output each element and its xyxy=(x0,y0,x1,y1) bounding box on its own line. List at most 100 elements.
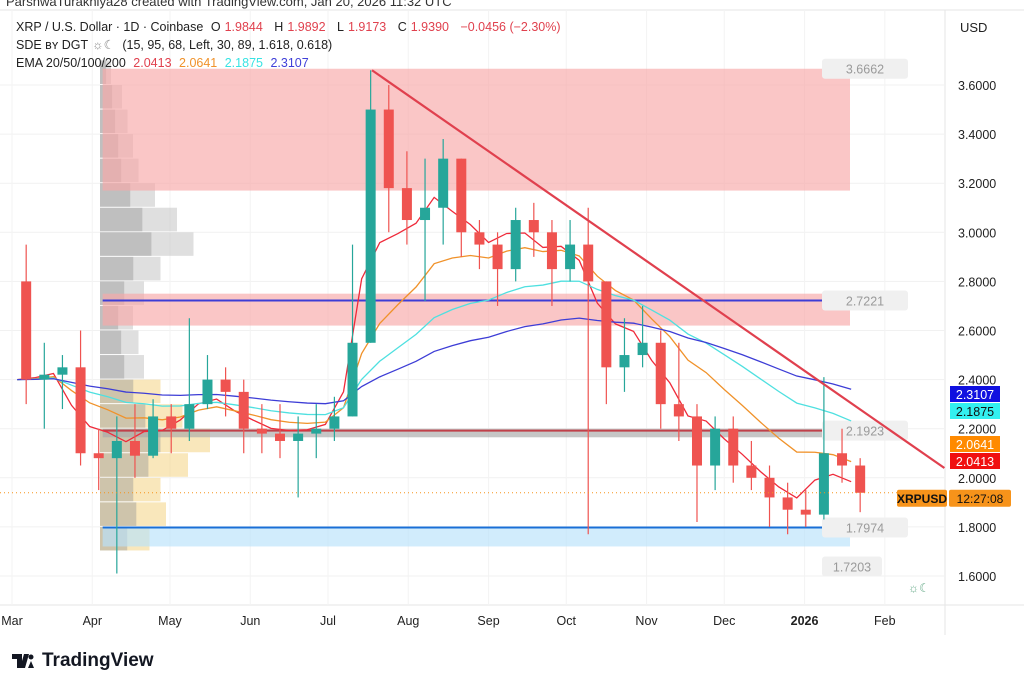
ohlc-low: L 1.9173 xyxy=(337,20,390,34)
high-label: H xyxy=(274,20,284,34)
candle xyxy=(728,416,739,483)
x-tick-label: Mar xyxy=(1,614,23,628)
candle xyxy=(383,85,394,233)
candle-body xyxy=(601,281,612,368)
candle-body xyxy=(148,416,159,456)
y-tick-label: 2.4000 xyxy=(958,374,996,388)
candle-body xyxy=(782,497,793,510)
ohlc-open: O 1.9844 xyxy=(211,20,267,34)
x-tick-label: Sep xyxy=(477,614,499,628)
symbol-label: XRPUSD xyxy=(897,492,947,506)
candle xyxy=(782,482,793,535)
candle-body xyxy=(57,367,68,375)
symbol-row: XRP / U.S. Dollar · 1D · Coinbase O 1.984… xyxy=(16,18,565,36)
ema-price-label-bg xyxy=(950,403,1000,419)
ema-price-label: 2.3107 xyxy=(956,388,994,402)
candle-body xyxy=(637,342,648,356)
ema-100-line xyxy=(17,280,852,422)
candle-body xyxy=(256,428,267,434)
candle xyxy=(583,207,594,535)
zone-support xyxy=(102,527,850,547)
candle-body xyxy=(365,109,376,343)
zone-resistance xyxy=(102,68,850,191)
candle xyxy=(39,342,50,429)
x-tick-label: Apr xyxy=(83,614,102,628)
candle-body xyxy=(855,465,866,493)
candle xyxy=(818,377,829,520)
zone-label-bg xyxy=(822,58,908,79)
candle xyxy=(293,416,304,498)
candle-body xyxy=(21,281,32,380)
volume-profile-bar xyxy=(100,404,183,428)
candle xyxy=(492,232,503,306)
candle xyxy=(510,207,521,282)
y-tick-label: 3.4000 xyxy=(958,128,996,142)
candle xyxy=(601,281,612,405)
ema50-value: 2.0641 xyxy=(179,56,218,70)
close-label: C xyxy=(397,20,407,34)
y-tick-label: 2.0000 xyxy=(958,472,996,486)
candle xyxy=(546,220,557,306)
volume-profile-bar xyxy=(100,477,161,502)
candle xyxy=(220,367,231,417)
volume-profile-bar-core xyxy=(100,330,122,355)
open-label: O xyxy=(210,20,221,34)
candle xyxy=(800,490,811,527)
candle-body xyxy=(691,416,702,466)
logo-text: TradingView xyxy=(42,650,154,671)
ema100-value: 2.1875 xyxy=(224,56,263,70)
volume-profile-bar-core xyxy=(100,502,137,526)
candle-body xyxy=(746,465,757,478)
candle-body xyxy=(456,158,467,233)
open-value: 1.9844 xyxy=(224,20,263,34)
chart-caption: ParshwaTurakhiya28 created with TradingV… xyxy=(6,0,452,9)
chart-legend: XRP / U.S. Dollar · 1D · Coinbase O 1.984… xyxy=(16,18,565,72)
ohlc-close: C 1.9390 xyxy=(398,20,453,34)
ohlc-high: H 1.9892 xyxy=(274,20,329,34)
candle xyxy=(57,355,68,410)
candle xyxy=(655,330,666,429)
candle xyxy=(111,416,122,574)
zone-resistance xyxy=(102,293,850,326)
candle-body xyxy=(93,453,104,459)
symbol-title[interactable]: XRP / U.S. Dollar · 1D · Coinbase xyxy=(16,20,204,34)
candle xyxy=(75,330,86,466)
candle xyxy=(673,342,684,441)
candle-body xyxy=(728,428,739,466)
symbol-label-bg xyxy=(897,489,947,507)
candle xyxy=(238,379,249,454)
volume-profile-bar xyxy=(100,379,161,404)
zone-label-bg xyxy=(822,556,882,577)
x-tick-label: Oct xyxy=(557,614,577,628)
currency-label[interactable]: USD xyxy=(960,20,988,35)
candle-body xyxy=(837,453,848,466)
candle-body xyxy=(492,244,503,270)
candle-body xyxy=(238,391,249,429)
volume-profile-bar-core xyxy=(100,355,125,379)
ema-price-label: 2.0641 xyxy=(956,438,994,452)
candle-body xyxy=(202,379,213,405)
countdown-label-bg xyxy=(949,489,1011,507)
volume-profile-bar xyxy=(100,232,194,256)
y-tick-label: 2.2000 xyxy=(958,423,996,437)
sde-indicator-name[interactable]: SDE ʙʏ DGT xyxy=(16,38,89,52)
price-chart[interactable]: 1.6000 1.8000 2.0000 2.2000 2.4000 2.6000 2.80… xyxy=(0,0,1024,645)
candle xyxy=(474,220,485,270)
candle-body xyxy=(75,367,86,454)
volume-profile-bar xyxy=(100,330,139,355)
candle-body xyxy=(347,342,358,417)
zone-label: 2.1923 xyxy=(846,425,884,439)
candle xyxy=(329,396,340,441)
y-tick-label: 3.0000 xyxy=(958,226,996,240)
candle-body xyxy=(764,477,775,498)
ema-row: EMA 20/50/100/200 2.0413 2.0641 2.1875 2… xyxy=(16,54,565,72)
tradingview-logo[interactable]: TradingView xyxy=(12,650,154,672)
weather-moon-icon: ☼☾ xyxy=(908,581,930,595)
zone-label: 1.7974 xyxy=(846,522,884,536)
candle-body xyxy=(583,244,594,282)
candle xyxy=(837,428,848,483)
candle xyxy=(438,139,449,245)
zone-poc xyxy=(102,428,850,438)
countdown-label: 12:27:08 xyxy=(957,492,1004,506)
ema-indicator-name[interactable]: EMA 20/50/100/200 xyxy=(16,56,126,70)
